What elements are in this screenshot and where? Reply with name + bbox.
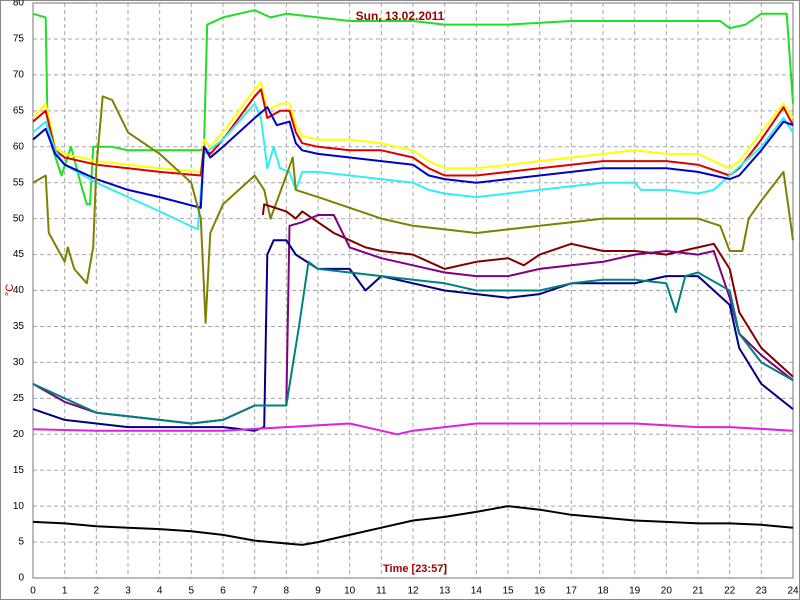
x-tick-label: 3 <box>125 586 131 597</box>
y-tick-label: 75 <box>13 34 25 45</box>
series-line <box>32 95 794 324</box>
x-tick-label: 9 <box>315 586 321 597</box>
y-tick-label: 40 <box>13 285 25 296</box>
x-tick-label: 12 <box>407 586 419 597</box>
y-tick-label: 20 <box>13 429 25 440</box>
y-tick-label: 65 <box>13 105 25 116</box>
y-tick-label: 45 <box>13 249 25 260</box>
series-line <box>32 102 794 231</box>
x-tick-label: 13 <box>439 586 451 597</box>
series-line <box>32 505 794 546</box>
y-tick-label: 30 <box>13 357 25 368</box>
series-line <box>32 88 794 177</box>
y-tick-label: 50 <box>13 213 25 224</box>
series-line <box>261 203 794 378</box>
x-tick-label: 8 <box>284 586 290 597</box>
x-tick-label: 18 <box>597 586 609 597</box>
x-tick-label: 20 <box>661 586 673 597</box>
x-tick-label: 23 <box>756 586 768 597</box>
x-tick-label: 15 <box>502 586 514 597</box>
y-tick-label: 55 <box>13 177 25 188</box>
series-line <box>32 9 794 206</box>
series-line <box>32 106 794 209</box>
x-tick-label: 16 <box>534 586 546 597</box>
x-tick-label: 24 <box>787 586 799 597</box>
series-line <box>32 422 794 436</box>
x-tick-label: 21 <box>692 586 704 597</box>
y-tick-label: 70 <box>13 70 25 81</box>
series-line <box>32 260 794 425</box>
y-tick-label: 10 <box>13 501 25 512</box>
x-tick-label: 10 <box>344 586 356 597</box>
y-tick-label: 25 <box>13 393 25 404</box>
x-tick-label: 1 <box>62 586 68 597</box>
series-line <box>32 239 794 432</box>
x-tick-label: 22 <box>724 586 736 597</box>
x-axis-label: Time [23:57] <box>383 563 447 575</box>
y-tick-label: 80 <box>13 0 25 9</box>
y-tick-label: 15 <box>13 465 25 476</box>
x-tick-label: 0 <box>30 586 36 597</box>
x-tick-label: 4 <box>157 586 163 597</box>
y-tick-label: 35 <box>13 321 25 332</box>
x-tick-label: 2 <box>94 586 100 597</box>
chart-title: Sun, 13.02.2011 <box>356 9 445 23</box>
series-line <box>32 81 794 173</box>
x-tick-label: 5 <box>189 586 195 597</box>
y-tick-label: 60 <box>13 141 25 152</box>
y-tick-label: 5 <box>18 537 24 548</box>
x-tick-label: 11 <box>376 586 387 597</box>
y-axis-label: °C <box>4 284 16 296</box>
y-tick-label: 0 <box>18 573 24 584</box>
x-tick-label: 7 <box>252 586 258 597</box>
x-tick-label: 17 <box>566 586 578 597</box>
plot-border <box>32 2 794 579</box>
x-tick-label: 14 <box>471 586 483 597</box>
x-tick-label: 6 <box>220 586 226 597</box>
x-tick-label: 19 <box>629 586 641 597</box>
